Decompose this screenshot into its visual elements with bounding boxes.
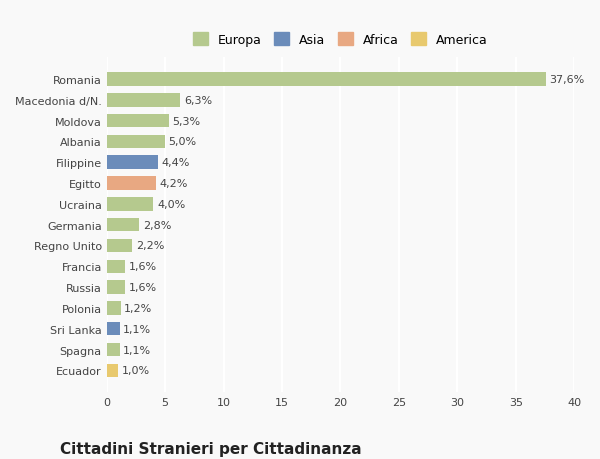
Bar [107, 177, 156, 190]
Text: 5,3%: 5,3% [172, 116, 200, 126]
Bar [107, 239, 133, 252]
Bar [107, 322, 119, 336]
Bar [107, 343, 119, 357]
Text: 1,6%: 1,6% [129, 282, 157, 292]
Text: 6,3%: 6,3% [184, 95, 212, 106]
Bar [107, 156, 158, 170]
Bar [107, 364, 118, 377]
Text: 1,0%: 1,0% [122, 365, 150, 375]
Bar [107, 218, 139, 232]
Legend: Europa, Asia, Africa, America: Europa, Asia, Africa, America [190, 31, 491, 49]
Text: 1,2%: 1,2% [124, 303, 152, 313]
Text: 2,8%: 2,8% [143, 220, 172, 230]
Text: 2,2%: 2,2% [136, 241, 164, 251]
Bar [107, 135, 165, 149]
Bar [107, 260, 125, 274]
Text: 4,0%: 4,0% [157, 199, 185, 209]
Bar [107, 281, 125, 294]
Text: 37,6%: 37,6% [550, 75, 585, 85]
Text: 4,4%: 4,4% [161, 158, 190, 168]
Bar [107, 198, 154, 211]
Bar [107, 115, 169, 128]
Bar [107, 94, 181, 107]
Bar [107, 302, 121, 315]
Text: Cittadini Stranieri per Cittadinanza: Cittadini Stranieri per Cittadinanza [60, 441, 362, 456]
Text: 1,1%: 1,1% [123, 324, 151, 334]
Text: 1,6%: 1,6% [129, 262, 157, 272]
Text: 1,1%: 1,1% [123, 345, 151, 355]
Text: 5,0%: 5,0% [169, 137, 197, 147]
Bar [107, 73, 546, 87]
Text: 4,2%: 4,2% [160, 179, 188, 189]
